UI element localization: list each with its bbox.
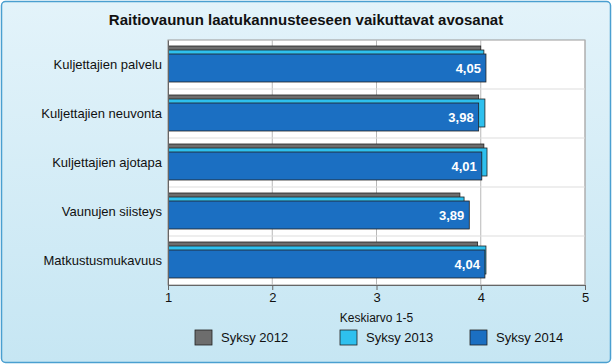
data-label: 3,98 (448, 110, 473, 125)
grid (168, 40, 585, 285)
bars (168, 46, 487, 278)
x-tick-label: 5 (582, 290, 589, 305)
chart: Raitiovaunun laatukannusteeseen vaikutta… (0, 0, 612, 364)
x-tick-label: 3 (373, 290, 380, 305)
data-label: 4,04 (455, 257, 481, 272)
panel (2, 2, 611, 363)
legend-label: Syksy 2014 (496, 330, 563, 345)
y-tick: Kuljettajien palvelu (54, 57, 168, 72)
bar (168, 250, 485, 278)
band-separator (168, 89, 585, 90)
data-label: 3,89 (439, 208, 464, 223)
legend-swatch (470, 330, 487, 345)
band-separator (168, 236, 585, 237)
x-tick: 5 (582, 285, 589, 305)
y-tick: Vaunujen siisteys (62, 204, 168, 219)
band-separator (168, 187, 585, 188)
y-tick: Matkustusmukavuus (44, 253, 169, 268)
legend-label: Syksy 2013 (366, 330, 433, 345)
x-tick: 3 (373, 285, 380, 305)
bar (168, 54, 486, 82)
x-tick: 1 (165, 285, 172, 305)
bar (168, 152, 482, 180)
grid-line (585, 40, 586, 285)
category-label: Kuljettajien neuvonta (41, 106, 162, 121)
legend-item: Syksy 2013 (340, 330, 433, 345)
legend-swatch (195, 330, 212, 345)
bar (168, 103, 479, 131)
x-tick-label: 2 (269, 290, 276, 305)
legend-swatch (340, 330, 357, 345)
bar (168, 201, 469, 229)
category-label: Vaunujen siisteys (62, 204, 163, 219)
grid-line (168, 40, 169, 285)
legend: Syksy 2012 Syksy 2013 Syksy 2014 (195, 330, 563, 345)
x-tick: 4 (478, 285, 485, 305)
x-axis-title: Keskiarvo 1-5 (340, 311, 414, 325)
data-label: 4,01 (451, 159, 476, 174)
category-label: Kuljettajien ajotapa (52, 155, 163, 170)
data-label: 4,05 (456, 61, 481, 76)
y-axis: Kuljettajien palvelu Kuljettajien neuvont… (41, 41, 168, 286)
category-label: Matkustusmukavuus (44, 253, 163, 268)
y-tick: Kuljettajien ajotapa (52, 155, 168, 170)
legend-label: Syksy 2012 (221, 330, 288, 345)
x-axis: 1 2 3 4 5 (165, 285, 589, 305)
y-tick: Kuljettajien neuvonta (41, 106, 168, 121)
band-separator (168, 138, 585, 139)
legend-item: Syksy 2014 (470, 330, 563, 345)
category-label: Kuljettajien palvelu (54, 57, 162, 72)
x-tick-label: 4 (478, 290, 485, 305)
x-tick: 2 (269, 285, 276, 305)
title: Raitiovaunun laatukannusteeseen vaikutta… (109, 11, 503, 28)
legend-item: Syksy 2012 (195, 330, 288, 345)
x-tick-label: 1 (165, 290, 172, 305)
plot-area (168, 40, 585, 285)
y-axis-line (168, 41, 169, 286)
